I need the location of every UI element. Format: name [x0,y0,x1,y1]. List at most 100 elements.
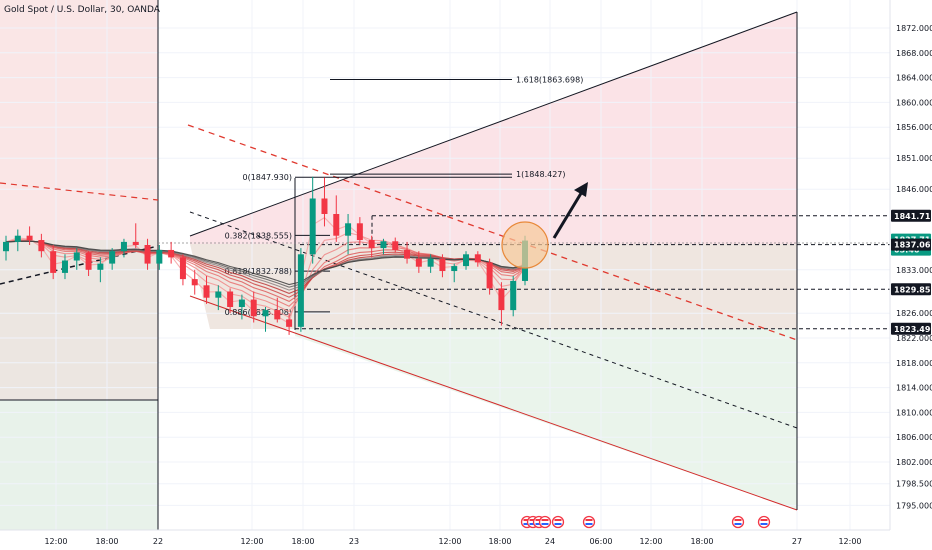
event-flag-icon [538,515,552,529]
event-flag-stripe [585,523,593,525]
candle [179,254,186,286]
event-flag-ring [538,515,552,529]
candle [50,245,57,280]
price-tag: 1829.855 [891,283,932,296]
candle-body [227,291,234,307]
candle-body [120,241,127,252]
candle-body [144,245,151,264]
candle-body [3,241,9,252]
candle-body [451,266,458,272]
time-tick-label: 12:00 [838,537,861,546]
event-flag-stripe [734,519,742,521]
event-flag-icon [731,515,745,529]
candle-body [274,310,281,320]
candle [286,313,293,335]
price-tick-label: 1860.000 [896,98,932,107]
time-tick-label: 06:00 [589,537,612,546]
candle-body [486,262,493,289]
price-tag-label: 1837.065 [894,241,932,250]
horizontal-levels [295,215,890,330]
candle-body [404,249,411,259]
time-tick-label: 12:00 [639,537,662,546]
candle-body [238,299,245,307]
fib-level-label: 0(1847.930) [242,173,292,182]
candle-body [50,251,57,273]
candle-body [61,260,68,273]
price-tick-label: 1864.000 [896,74,932,83]
candle [238,294,245,320]
arrow-shaft [552,189,585,239]
candle-body [510,280,517,311]
drawing-lines [0,0,890,530]
event-flag-icon [551,515,565,529]
event-flag-icon [757,515,771,529]
candle-body [309,198,316,255]
candle [451,263,458,283]
time-tick-label: 18:00 [488,537,511,546]
candle [14,229,21,252]
price-axis[interactable]: 1872.000 1868.000 1864.000 1860.000 1856.000… [889,0,932,530]
candle-body [262,310,269,317]
price-tag-box [891,209,931,222]
arrow-up-icon [574,182,588,197]
price-tick-label: 1802.000 [896,458,932,467]
candle [250,291,257,323]
time-tick-label: 27 [792,537,802,546]
candle [215,285,222,311]
zone-left-neutral [0,240,158,400]
candle-body [439,258,446,272]
candle-body [345,223,352,236]
candle-body [203,285,210,298]
candle-body [297,254,304,327]
channel-lower-line [189,295,798,511]
time-tick-label: 12:00 [438,537,461,546]
time-tick-label: 12:00 [240,537,263,546]
price-tick-label: 1795.000 [896,501,932,510]
event-flag-stripe [760,523,768,525]
candle [392,237,399,253]
price-tick-label: 1826.000 [896,309,932,318]
symbol-title: Gold Spot / U.S. Dollar, 30, OANDA [4,5,160,15]
candle-body [26,235,33,241]
candle [132,223,139,249]
fib-level-label: 0.886(1826.208) [225,308,292,317]
zone-triangle-green [295,329,797,510]
candle [309,176,316,264]
ema-line [5,240,526,286]
candle [463,251,470,270]
price-tag-box [891,322,931,335]
candle [415,251,422,273]
price-tag-box [891,283,931,296]
price-tick-label: 1846.000 [896,185,932,194]
candlesticks [3,176,528,335]
price-tick-label: 1868.000 [896,49,932,58]
price-tick-label: 1814.000 [896,384,932,393]
event-flag-stripe [734,523,742,525]
channel-upper-line [189,11,798,237]
price-tick-label: 1872.000 [896,24,932,33]
candle-body [321,198,328,214]
fibonacci-retracement[interactable]: 1.618(1863.698) 1(1848.427) 0(1847.930) 0.3… [225,75,584,316]
candle-body [179,257,186,280]
event-flags[interactable] [520,515,771,529]
candle [321,177,328,227]
event-flag-stripe [554,523,562,525]
candle [427,254,434,273]
trend-red-dashed [187,124,798,341]
candle-body [132,241,139,245]
zone-left-green [0,400,158,530]
fib-level-label: 1(1848.427) [516,170,566,179]
price-tag-box [891,238,931,251]
candle [144,238,151,270]
price-tag: 1837.065 [891,238,932,251]
event-flag-stripe [523,523,531,525]
event-flag-stripe [523,519,531,521]
time-tick-label: 24 [545,537,555,546]
candle-body [368,240,375,249]
event-flag-ring [731,515,745,529]
candle [38,233,45,258]
price-tick-label: 1810.000 [896,408,932,417]
time-axis[interactable]: 12:00 18:00 22 12:00 18:00 23 12:00 18:00 24 06:0… [0,529,890,546]
candle-body [168,249,175,258]
